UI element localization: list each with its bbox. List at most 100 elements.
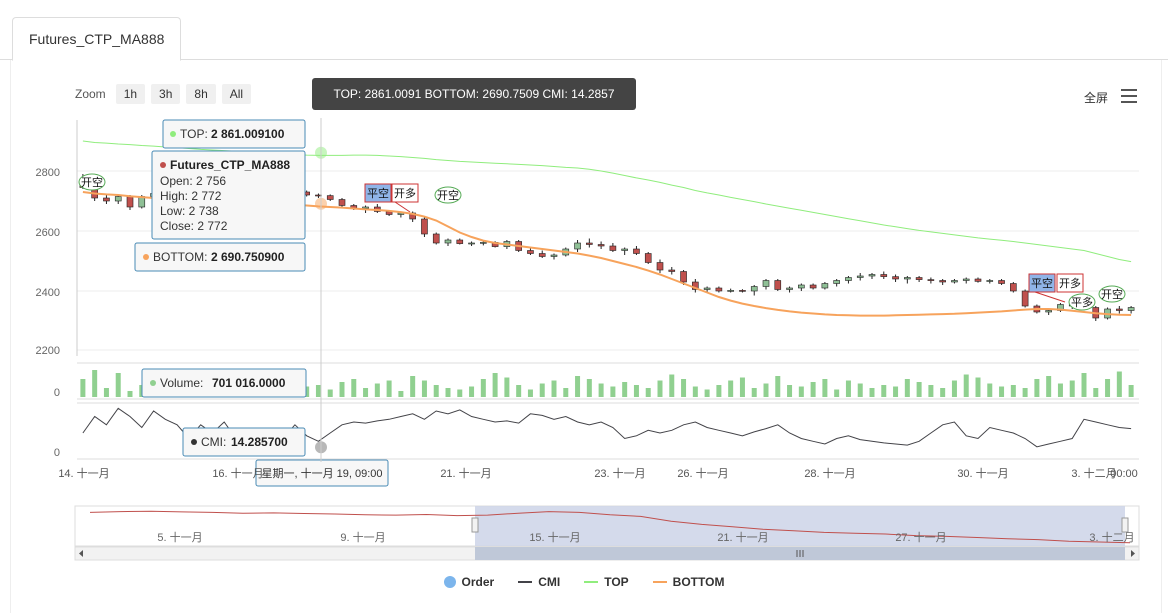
volume-bar (916, 382, 922, 397)
volume-bar (633, 385, 639, 397)
crosshair-summary: TOP: 2861.0091 BOTTOM: 2690.7509 CMI: 14… (312, 78, 636, 110)
volume-bar (469, 386, 475, 397)
volume-bar (80, 379, 86, 397)
candle-body (480, 242, 487, 244)
candle-body (680, 271, 687, 283)
legend-item-cmi[interactable]: CMI (518, 575, 560, 589)
volume-bar (586, 379, 592, 397)
candle-body (715, 287, 723, 292)
candle-body (1045, 310, 1052, 313)
order-link (394, 201, 411, 213)
volume-bar (775, 376, 781, 397)
tooltip-box (134, 242, 306, 272)
navigator-tick-label: 15. 十一月 (529, 530, 580, 544)
volume-bar (610, 386, 616, 397)
volume-bar (327, 389, 333, 397)
tooltip-box (162, 119, 306, 149)
x-tick-label: 00:00 (1110, 468, 1138, 480)
volume-bar (822, 379, 828, 397)
x-axis: 14. 十一月 16. 十一月 21. 十一月 23. 十一月 26. 十一月 28. 十… (58, 466, 1137, 480)
volume-bar (951, 380, 957, 397)
zoom-1h-button[interactable]: 1h (115, 84, 146, 104)
candle-body (762, 280, 770, 287)
candle-body (1116, 308, 1123, 311)
volume-bar (315, 385, 321, 397)
volume-bar (1010, 385, 1016, 397)
candle-body (656, 262, 664, 271)
candle-body (538, 253, 546, 257)
tooltip-box (151, 150, 306, 240)
volume-bar (563, 388, 569, 397)
legend-item-top[interactable]: TOP (584, 575, 629, 589)
volume-bar (421, 380, 427, 397)
candle-body (809, 284, 817, 289)
candle-body (833, 280, 840, 284)
tooltip-box (255, 459, 389, 487)
bottom-line-icon (652, 581, 667, 583)
volume-bar (704, 389, 710, 397)
volume-bar (445, 388, 451, 397)
zoom-3h-button[interactable]: 3h (151, 84, 181, 104)
order-flag-label: 开空 (437, 188, 459, 202)
volume-bar (669, 374, 675, 397)
price-tick: 2400 (36, 287, 60, 299)
volume-bar (1069, 380, 1075, 397)
candle-body (845, 277, 852, 281)
scrollbar-grip-icon (796, 550, 804, 557)
volume-bar (492, 373, 498, 397)
candle-body (998, 280, 1005, 284)
volume-bar (1046, 376, 1052, 397)
legend-item-bottom[interactable]: BOTTOM (652, 575, 724, 589)
order-flag (78, 173, 106, 191)
volume-bar (115, 373, 121, 397)
volume-bar (575, 376, 581, 397)
fullscreen-button[interactable]: 全屏 (1084, 91, 1109, 105)
volume-bar (551, 380, 557, 397)
order-flag (1028, 273, 1056, 293)
hamburger-menu-icon[interactable] (1121, 89, 1137, 103)
candle-body (915, 277, 923, 280)
legend-item-order[interactable]: Order (443, 575, 494, 589)
volume-bar (751, 388, 757, 397)
volume-bar (1057, 383, 1063, 397)
zoom-8h-button[interactable]: 8h (186, 84, 216, 104)
tooltip-ohlc-close: Close: 2 772 (160, 219, 228, 233)
volume-tick: 0 (54, 387, 60, 399)
volume-bar (1093, 388, 1099, 397)
tab-bar: Futures_CTP_MA888 (0, 0, 1168, 61)
volume-bar (657, 380, 663, 397)
order-flag-label: 开空 (1101, 287, 1123, 301)
x-tick-label: 23. 十一月 (594, 466, 645, 480)
chart-panel (10, 60, 1162, 613)
x-tick-label: 16. 十一月 (212, 466, 263, 480)
scroll-left-icon (79, 550, 83, 557)
volume-bar (1022, 388, 1028, 397)
candle-body (821, 283, 829, 289)
candle-body (633, 248, 640, 254)
tooltip-cmi-label: CMI: (201, 435, 226, 449)
candle-body (114, 196, 122, 202)
navigator[interactable]: 5. 十一月 9. 十一月 15. 十一月 21. 十一月 27. 十一月 3. 十二月 (74, 505, 1140, 561)
zoom-all-button[interactable]: All (221, 84, 252, 104)
volume-bar (728, 380, 734, 397)
candle-body (326, 195, 334, 200)
candle-body (974, 278, 982, 282)
candle-body (574, 242, 581, 250)
candle-body (597, 244, 605, 247)
volume-bar (410, 376, 416, 397)
candle-body (904, 277, 911, 280)
volume-bar (810, 382, 816, 397)
candle-body (550, 254, 558, 257)
tab-futures[interactable]: Futures_CTP_MA888 (12, 17, 182, 61)
candle-body (668, 269, 676, 272)
tooltip-ohlc-low: Low: 2 738 (160, 204, 219, 218)
volume-bar (598, 383, 604, 397)
volume-bar (304, 386, 310, 397)
volume-bar (963, 374, 969, 397)
order-flag-label: 平多 (1071, 295, 1093, 309)
tooltip-cmi-value: 14.285700 (231, 435, 288, 449)
tooltip-box (182, 427, 306, 457)
volume-bar (516, 385, 522, 397)
candle-body (432, 233, 440, 244)
